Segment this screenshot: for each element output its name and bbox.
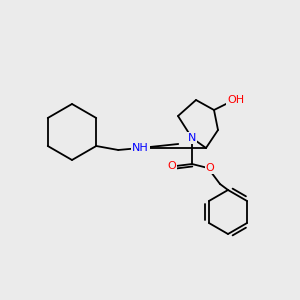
Text: NH: NH bbox=[132, 143, 148, 153]
Text: O: O bbox=[168, 161, 176, 171]
Text: O: O bbox=[206, 163, 214, 173]
Text: N: N bbox=[188, 133, 196, 143]
Text: OH: OH bbox=[227, 95, 244, 105]
